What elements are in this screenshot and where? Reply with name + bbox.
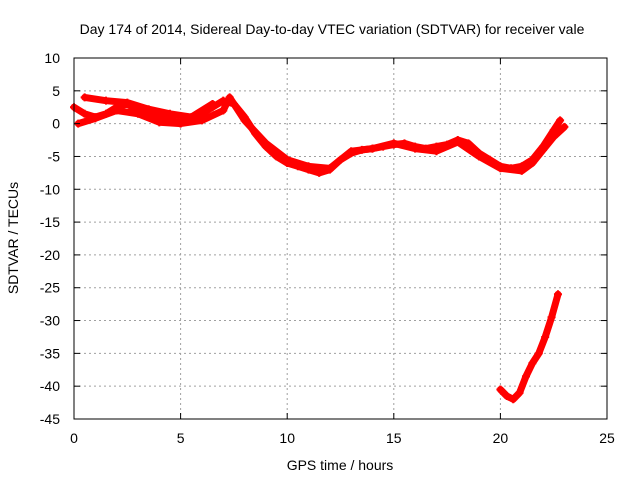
data-point	[541, 332, 550, 341]
y-tick-label: 10	[44, 50, 60, 66]
y-tick-label: -15	[40, 214, 60, 230]
y-tick-label: -5	[48, 148, 61, 164]
plot-frame	[73, 57, 608, 420]
data-point	[133, 109, 142, 118]
data-point	[283, 155, 292, 164]
data-point	[304, 162, 313, 171]
series-track-4	[496, 290, 562, 404]
data-point	[528, 359, 537, 368]
data-point	[144, 105, 153, 114]
data-point	[515, 388, 524, 397]
x-tick-label: 0	[70, 430, 78, 446]
y-tick-label: -35	[40, 345, 60, 361]
data-point	[553, 290, 562, 299]
data-point	[539, 145, 548, 154]
x-tick-label: 25	[599, 430, 615, 446]
data-point	[208, 99, 217, 108]
y-axis-label: SDTVAR / TECUs	[5, 182, 21, 294]
x-tick-label: 5	[177, 430, 185, 446]
data-point	[475, 152, 484, 161]
data-point	[240, 116, 249, 125]
data-series	[70, 93, 569, 404]
data-point	[187, 113, 196, 122]
data-point	[549, 132, 558, 141]
y-tick-label: -45	[40, 411, 60, 427]
y-tick-label: -30	[40, 313, 60, 329]
data-point	[123, 98, 132, 107]
x-tick-label: 15	[386, 430, 402, 446]
data-point	[197, 116, 206, 125]
data-point	[556, 116, 565, 125]
data-point	[496, 385, 505, 394]
data-point	[411, 144, 420, 153]
data-point	[502, 392, 511, 401]
data-point	[432, 147, 441, 156]
data-point	[368, 144, 377, 153]
data-point	[496, 164, 505, 173]
data-point	[101, 96, 110, 105]
data-point	[165, 109, 174, 118]
data-point	[560, 122, 569, 131]
data-point	[534, 349, 543, 358]
data-point	[155, 118, 164, 127]
data-point	[517, 166, 526, 175]
data-point	[509, 395, 518, 404]
data-point	[347, 147, 356, 156]
data-point	[80, 93, 89, 102]
axis-ticks: 0 5 10 15 20 25 10 5 0 -5 -10 -15 -20 -25 -30 -35 -40 -45	[40, 50, 615, 446]
data-point	[547, 313, 556, 322]
x-tick-label: 10	[279, 430, 295, 446]
series-track-3	[80, 93, 217, 122]
data-point	[521, 372, 530, 381]
data-point	[80, 109, 89, 118]
series-track-2	[74, 93, 569, 175]
chart-title: Day 174 of 2014, Sidereal Day-to-day VTE…	[80, 21, 585, 37]
y-tick-label: -10	[40, 181, 60, 197]
y-tick-label: -25	[40, 280, 60, 296]
y-tick-label: 5	[52, 83, 60, 99]
data-point	[225, 93, 234, 102]
data-point	[176, 119, 185, 128]
data-point	[91, 114, 100, 123]
data-point	[261, 139, 270, 148]
data-point	[453, 138, 462, 147]
y-tick-label: -20	[40, 247, 60, 263]
y-tick-label: -40	[40, 378, 60, 394]
x-tick-label: 20	[493, 430, 509, 446]
data-point	[219, 106, 228, 115]
y-tick-label: 0	[52, 116, 60, 132]
series-line	[496, 290, 562, 403]
data-point	[528, 159, 537, 168]
data-point	[112, 106, 121, 115]
data-point	[389, 139, 398, 148]
x-axis-label: GPS time / hours	[287, 457, 394, 473]
data-point	[325, 164, 334, 173]
